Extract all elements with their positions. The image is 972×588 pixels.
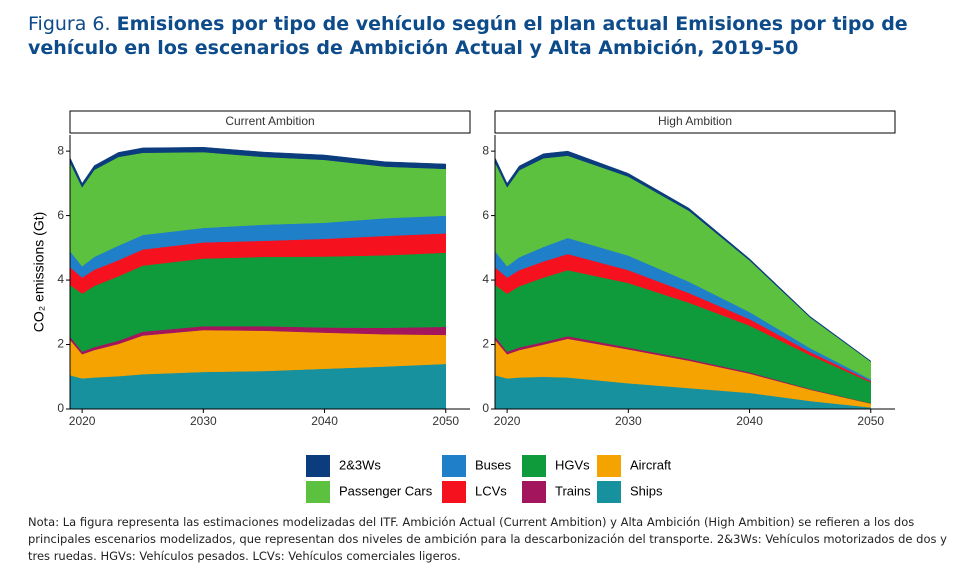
panel-title: High Ambition (658, 114, 732, 128)
legend-label: Trains (555, 483, 591, 498)
legend-label: Aircraft (630, 457, 672, 472)
area (494, 150, 872, 363)
panel-strip (69, 110, 471, 134)
x-tick-label: 2030 (615, 414, 642, 428)
y-tick-label: 4 (57, 272, 64, 286)
x-tick-label: 2050 (432, 414, 459, 428)
chart: Current Ambition 0 2 4 6 8 2020 2030 2040 2050 CO₂… (31, 110, 896, 503)
note: Nota: La figura representa las estimacio… (28, 515, 947, 563)
x-tick-label: 2030 (190, 414, 217, 428)
y-tick-label: 4 (482, 272, 489, 286)
legend-swatch (597, 481, 621, 503)
y-tick-label: 8 (482, 143, 489, 157)
figure-label: Figura 6. (28, 13, 111, 35)
legend-swatch (442, 455, 466, 477)
y-axis-label: CO₂ emissions (Gt) (31, 212, 47, 333)
figure-title: Figura 6. Emisiones por tipo de vehículo… (28, 12, 948, 60)
panel-title: Current Ambition (225, 114, 314, 128)
x-tick-label: 2040 (311, 414, 338, 428)
y-tick-label: 2 (57, 337, 64, 351)
legend-swatch (522, 481, 546, 503)
legend-swatch (442, 481, 466, 503)
legend-swatch (306, 455, 330, 477)
legend-label: 2&3Ws (339, 457, 381, 472)
y-tick-label: 6 (57, 208, 64, 222)
y-tick-label: 2 (482, 337, 489, 351)
legend-label: LCVs (475, 483, 507, 498)
area (69, 146, 447, 188)
y-tick-label: 8 (57, 143, 64, 157)
legend-label: Ships (630, 483, 663, 498)
y-tick-label: 0 (57, 401, 64, 415)
legend-label: Buses (475, 457, 512, 472)
y-tick-label: 6 (482, 208, 489, 222)
title-text: Emisiones por tipo de vehículo según el … (28, 13, 908, 59)
legend-swatch (522, 455, 546, 477)
x-tick-label: 2020 (494, 414, 521, 428)
panel-strip (494, 110, 896, 134)
legend-label: Passenger Cars (339, 483, 433, 498)
legend-label: HGVs (555, 457, 590, 472)
y-tick-label: 0 (482, 401, 489, 415)
x-tick-label: 2050 (857, 414, 884, 428)
legend-swatch (597, 455, 621, 477)
legend-swatch (306, 481, 330, 503)
x-tick-label: 2020 (69, 414, 96, 428)
x-tick-label: 2040 (736, 414, 763, 428)
